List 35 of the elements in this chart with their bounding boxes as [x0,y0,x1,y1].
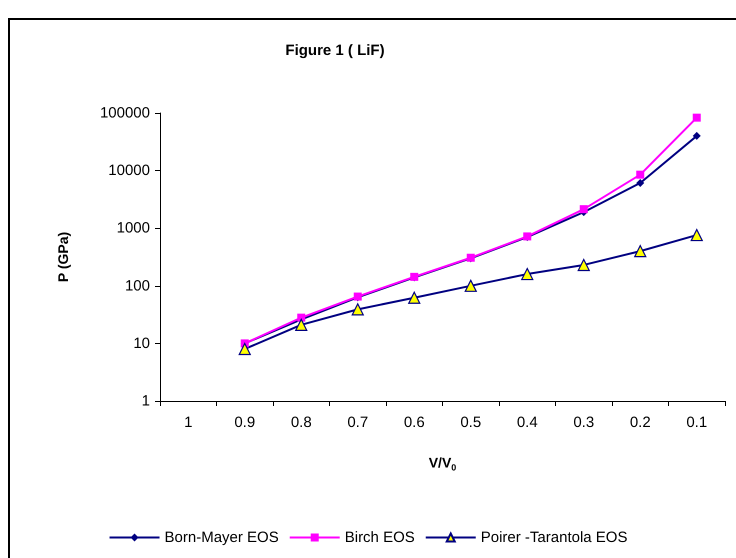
point [580,205,588,214]
point [352,303,364,316]
y-tick-label: 100000 [100,104,150,122]
legend-label: Born-Mayer EOS [164,529,279,546]
y-tick-label: 10 [133,334,150,352]
x-tick-label: 0.9 [234,414,256,431]
chart-title: Figure 1 ( LiF) [285,42,385,59]
y-tick-label: 100 [124,277,150,294]
point [464,280,477,292]
x-tick-label: 0.7 [347,414,368,431]
x-tick-label: 0.4 [516,414,538,431]
x-tick-label: 0.8 [290,414,312,431]
x-tick-label: 0.2 [630,414,651,431]
y-tick-label: 1000 [116,220,150,237]
point [578,258,590,272]
legend-label: Poirer -Tarantola EOS [480,529,628,546]
y-tick-label: 10000 [108,162,150,180]
x-tick-label: 0.1 [686,414,708,431]
x-tick-label: 0.5 [460,414,482,431]
x-tick-label: 1 [184,414,192,431]
point [636,178,644,187]
point [692,114,701,122]
point [634,245,646,258]
point [636,170,644,179]
x-tick-label: 0.3 [573,414,594,431]
legend-label: Birch EOS [344,529,415,546]
point [521,268,534,280]
y-tick-label: 1 [142,392,150,410]
point [692,132,701,140]
point [690,228,703,242]
point [295,318,308,331]
y-axis-title: P (GPa) [55,232,71,282]
point [408,292,420,304]
x-tick-label: 0.6 [404,414,425,431]
point [238,342,251,356]
